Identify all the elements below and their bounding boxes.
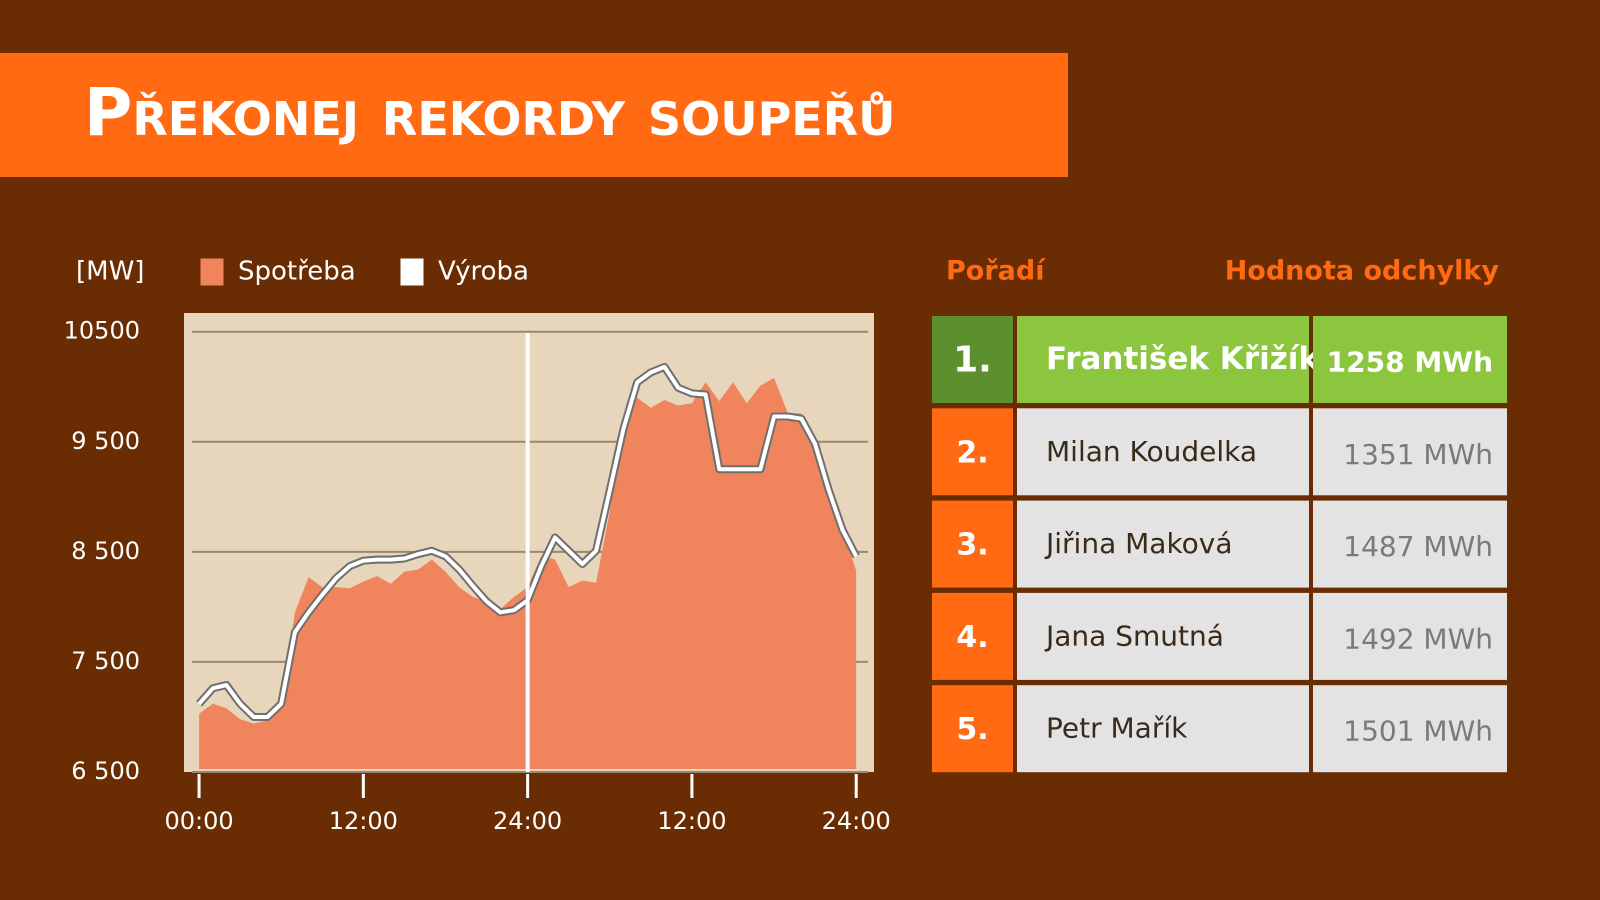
rank: 5. xyxy=(956,712,988,747)
table-cell xyxy=(1017,316,1309,403)
legend-label: Spotřeba xyxy=(238,257,356,287)
player-name: Jana Smutná xyxy=(1044,619,1224,652)
table-cell xyxy=(1017,408,1309,496)
deviation-value: 1501 MWh xyxy=(1343,715,1493,748)
table-cell xyxy=(1017,592,1309,680)
legend-label: Výroba xyxy=(438,257,529,287)
table-cell xyxy=(1313,408,1507,496)
table-cell xyxy=(1313,592,1507,680)
deviation-value: 1258 MWh xyxy=(1327,346,1493,379)
player-name: František Křižík xyxy=(1046,341,1320,377)
y-tick-label: 6 500 xyxy=(71,757,140,785)
x-tick-label: 00:00 xyxy=(164,807,233,835)
table-cell xyxy=(932,685,1013,773)
y-tick-label: 10500 xyxy=(64,317,140,345)
x-tick-label: 24:00 xyxy=(822,807,891,835)
y-tick-label: 9 500 xyxy=(71,427,140,455)
table-cell xyxy=(1313,316,1507,403)
table-cell xyxy=(932,408,1013,496)
x-tick-label: 24:00 xyxy=(493,807,562,835)
rank: 4. xyxy=(956,620,988,655)
x-tick-label: 12:00 xyxy=(657,807,726,835)
rank: 1. xyxy=(953,340,992,381)
table-header: Hodnota odchylky xyxy=(1225,256,1500,287)
player-name: Petr Mařík xyxy=(1046,712,1188,745)
x-tick-label: 12:00 xyxy=(329,807,398,835)
area xyxy=(199,377,857,769)
y-axis-label: [MW] xyxy=(76,257,144,287)
table-cell xyxy=(1017,500,1309,588)
legend-swatch xyxy=(399,257,425,287)
deviation-value: 1487 MWh xyxy=(1343,530,1493,563)
rank: 2. xyxy=(956,435,988,470)
player-name: Jiřina Maková xyxy=(1044,527,1233,560)
table-cell xyxy=(932,316,1013,403)
deviation-value: 1492 MWh xyxy=(1343,622,1493,655)
y-tick-label: 8 500 xyxy=(71,537,140,565)
table-cell xyxy=(932,592,1013,680)
table-cell xyxy=(1313,500,1507,588)
rank: 3. xyxy=(956,528,988,563)
deviation-value: 1351 MWh xyxy=(1343,438,1493,471)
legend-swatch xyxy=(199,257,225,287)
table-header: Pořadí xyxy=(946,256,1046,287)
table-cell xyxy=(932,500,1013,588)
player-name: Milan Koudelka xyxy=(1046,435,1257,468)
title-banner xyxy=(0,53,1068,177)
title: Překonej rekordy soupeřů xyxy=(84,74,895,151)
table-cell xyxy=(1313,685,1507,773)
table-cell xyxy=(1017,685,1309,773)
y-tick-label: 7 500 xyxy=(71,647,140,675)
